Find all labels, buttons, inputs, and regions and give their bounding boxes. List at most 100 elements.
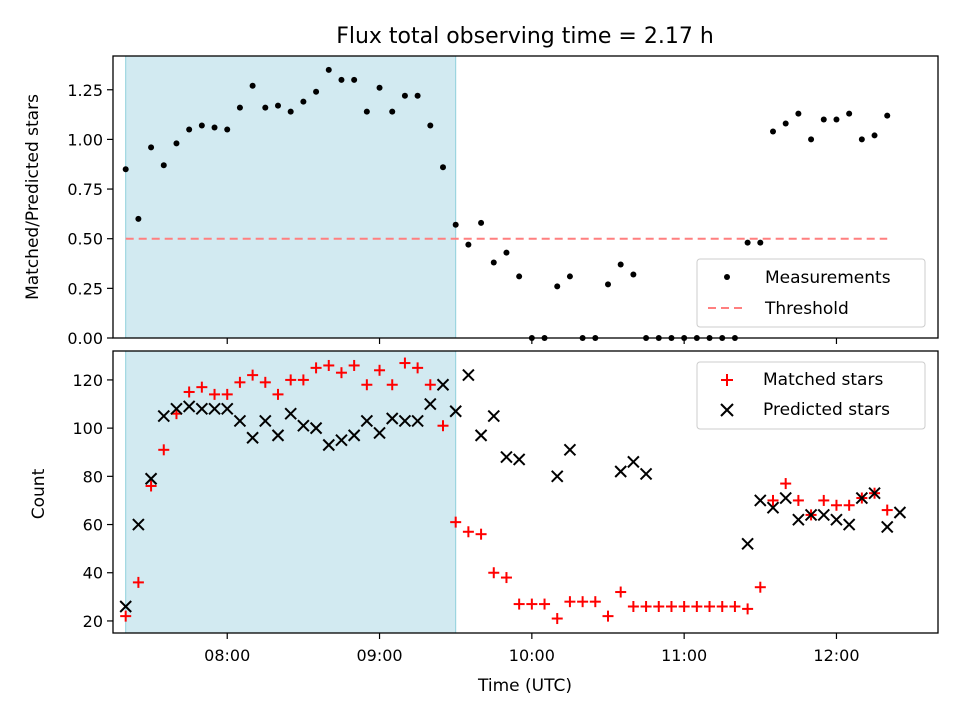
legend-threshold-label: Threshold xyxy=(764,299,849,319)
ratio-y-tick-label: 0.75 xyxy=(67,180,103,199)
measurement-point xyxy=(160,162,167,169)
matched-star-point xyxy=(132,576,144,588)
measurement-point xyxy=(554,283,561,290)
predicted-star-point xyxy=(830,513,843,526)
ratio-y-tick-label: 1.00 xyxy=(67,130,103,149)
predicted-star-point xyxy=(157,409,170,423)
predicted-star-point xyxy=(500,450,513,464)
ratio-legend-box xyxy=(696,258,926,328)
measurement-point xyxy=(516,273,523,280)
ratio-panel: 0.00 0.25 0.50 0.75 1.00 1.25 Matched/Predict… xyxy=(23,55,939,348)
legend-measurements-marker xyxy=(724,274,730,280)
predicted-star-point xyxy=(563,443,577,457)
legend-matched-marker xyxy=(721,374,733,386)
measurement-point xyxy=(376,84,383,91)
matched-star-point xyxy=(729,600,741,612)
predicted-star-point xyxy=(335,433,348,447)
ratio-y-tick-label: 0.50 xyxy=(67,230,103,249)
count-y-tick-label: 20 xyxy=(83,612,103,631)
matched-star-point xyxy=(513,598,525,610)
predicted-star-point xyxy=(754,494,767,507)
predicted-star-point xyxy=(462,368,475,382)
measurement-point xyxy=(211,124,218,131)
matched-star-point xyxy=(399,357,411,369)
count-legend: Matched stars Predicted stars xyxy=(696,361,926,430)
measurement-point xyxy=(236,104,243,111)
predicted-star-point xyxy=(881,520,894,534)
predicted-star-point xyxy=(474,429,488,442)
count-y-tick-label: 80 xyxy=(83,467,103,486)
measurement-point xyxy=(249,82,256,89)
legend-measurements-label: Measurements xyxy=(765,268,891,288)
measurement-point xyxy=(275,102,281,109)
measurement-point xyxy=(313,88,320,95)
measurement-point xyxy=(490,259,497,266)
count-x-tick-label: 12:00 xyxy=(813,646,859,665)
matched-star-point xyxy=(120,610,132,622)
matched-star-point xyxy=(462,526,474,538)
count-axes-frame xyxy=(112,350,939,634)
predicted-star-point xyxy=(614,465,627,478)
predicted-star-point xyxy=(893,506,907,519)
matched-star-point xyxy=(361,379,373,391)
count-y-tick-label: 40 xyxy=(83,564,103,583)
measurement-point xyxy=(122,166,129,173)
matched-star-point xyxy=(259,376,271,388)
matched-star-point xyxy=(792,494,804,506)
predicted-star-point xyxy=(132,518,145,531)
ratio-y-tick-label: 0.00 xyxy=(67,329,103,348)
measurement-point xyxy=(846,110,853,117)
count-x-tick-label: 08:00 xyxy=(204,646,250,665)
predicted-star-point xyxy=(182,400,196,413)
count-x-axis-label: Time (UTC) xyxy=(477,676,572,696)
figure-title: Flux total observing time = 2.17 h xyxy=(336,24,714,49)
predicted-star-point xyxy=(449,405,462,418)
predicted-star-point xyxy=(233,414,247,428)
ratio-y-tick-label: 0.25 xyxy=(67,279,103,298)
measurement-point xyxy=(325,66,332,73)
measurement-point xyxy=(148,144,155,151)
matched-star-point xyxy=(247,369,259,381)
predicted-star-point xyxy=(792,513,805,526)
matched-star-point xyxy=(615,586,627,598)
measurement-point xyxy=(300,98,307,105)
matched-star-point xyxy=(145,480,157,492)
predicted-star-point xyxy=(322,438,335,452)
ratio-axes-frame xyxy=(112,55,939,339)
matched-star-point xyxy=(830,499,842,511)
count-y-tick-label: 60 xyxy=(83,516,103,535)
count-x-tick-label: 11:00 xyxy=(661,646,707,665)
measurement-point xyxy=(605,281,611,288)
matched-star-point xyxy=(767,494,779,506)
count-shaded-interval xyxy=(125,350,457,634)
ratio-legend: Measurements Threshold xyxy=(696,258,926,328)
matched-star-point xyxy=(386,379,398,391)
measurement-point xyxy=(770,128,776,135)
measurement-point xyxy=(782,120,789,127)
predicted-star-point xyxy=(817,508,830,522)
ratio-shaded-interval xyxy=(125,55,457,339)
predicted-star-point xyxy=(487,409,500,423)
count-x-tick-label: 10:00 xyxy=(509,646,555,665)
count-legend-box xyxy=(696,361,926,430)
matched-star-point xyxy=(754,581,766,593)
matched-star-point xyxy=(742,603,754,615)
measurement-point xyxy=(808,136,815,143)
matched-star-point xyxy=(602,610,614,622)
measurement-point xyxy=(744,239,751,246)
matched-star-point xyxy=(297,374,309,386)
measurement-point xyxy=(351,76,358,83)
matched-star-point xyxy=(450,516,462,528)
matched-star-point xyxy=(881,504,893,516)
matched-star-point xyxy=(348,359,360,371)
measurement-point xyxy=(452,221,459,228)
matched-star-point xyxy=(818,494,830,506)
predicted-star-point xyxy=(144,472,158,485)
matched-star-point xyxy=(412,362,424,374)
matched-star-point xyxy=(500,572,512,584)
predicted-star-point xyxy=(259,414,272,428)
matched-star-point xyxy=(589,596,601,608)
matched-star-point xyxy=(272,388,284,400)
predicted-star-point xyxy=(386,412,399,425)
legend-matched-label: Matched stars xyxy=(763,370,883,390)
